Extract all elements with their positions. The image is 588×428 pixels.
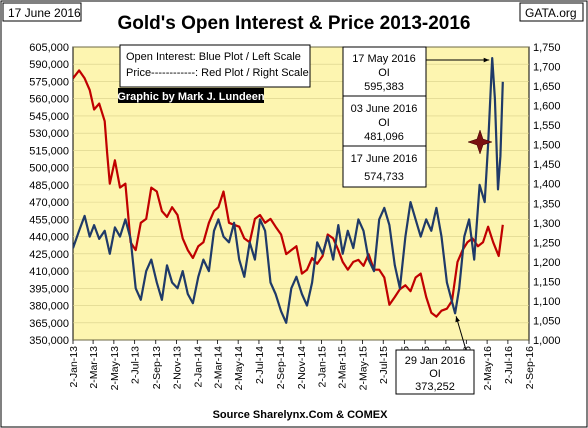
left-tick-label: 605,000 xyxy=(29,42,69,54)
left-tick-label: 440,000 xyxy=(29,232,69,244)
x-tick-label: 2-May-13 xyxy=(109,346,121,391)
annotation-low-date: 29 Jan 2016 xyxy=(405,355,466,367)
right-tick-label: 1,150 xyxy=(533,276,561,288)
annotation-box xyxy=(342,46,427,188)
right-tick-label: 1,200 xyxy=(533,257,561,269)
annotation-mid-date: 03 June 2016 xyxy=(351,103,418,115)
low-pointer xyxy=(455,316,467,351)
x-tick-label: 2-Jan-13 xyxy=(68,346,80,388)
x-tick-label: 2-Mar-15 xyxy=(337,346,349,389)
left-tick-label: 575,000 xyxy=(29,76,69,88)
brand-box xyxy=(519,2,584,22)
annotation-low-value: 373,252 xyxy=(415,381,455,393)
x-tick-label: 2-Jan-15 xyxy=(317,346,329,388)
left-tick-label: 470,000 xyxy=(29,197,69,209)
annotation-low-label: OI xyxy=(429,368,441,380)
x-tick-label: 2-Mar-13 xyxy=(88,346,100,389)
left-tick-label: 365,000 xyxy=(29,318,69,330)
source-label: Source Sharelynx.Com & COMEX xyxy=(213,409,388,421)
annotation-peak-label: OI xyxy=(378,67,390,79)
open-interest-line xyxy=(73,56,504,324)
right-tick-label: 1,000 xyxy=(533,335,561,347)
right-tick-label: 1,600 xyxy=(533,101,561,113)
legend-line-price: Price------------: Red Plot / Right Scal… xyxy=(126,67,309,79)
left-tick-label: 530,000 xyxy=(29,128,69,140)
legend-box xyxy=(119,44,311,88)
chart-title: Gold's Open Interest & Price 2013-2016 xyxy=(117,13,470,34)
right-tick-label: 1,050 xyxy=(533,315,561,327)
series-layer xyxy=(73,56,504,324)
right-tick-label: 1,100 xyxy=(533,296,561,308)
annotation-last-value: 574,733 xyxy=(364,171,404,183)
right-tick-label: 1,550 xyxy=(533,120,561,132)
x-tick-label: 2-May-14 xyxy=(233,346,245,391)
date-stamp-box xyxy=(2,2,82,22)
right-tick-label: 1,300 xyxy=(533,218,561,230)
legend-line-oi: Open Interest: Blue Plot / Left Scale xyxy=(126,51,301,63)
x-tick-label: 2-Mar-14 xyxy=(212,346,224,389)
annotation-peak-date: 17 May 2016 xyxy=(352,53,416,65)
left-tick-label: 485,000 xyxy=(29,180,69,192)
x-tick-label: 2-Sep-16 xyxy=(524,346,536,389)
date-stamp: 17 June 2016 xyxy=(8,6,81,20)
star-marker-icon xyxy=(467,129,493,155)
x-tick-label: 2-Jul-14 xyxy=(254,346,266,384)
x-tick-label: 2-Jul-15 xyxy=(378,346,390,384)
left-axis: 350,000 365,000 380,000 395,000 410,000 425,0… xyxy=(29,42,69,347)
annotation-last-date: 17 June 2016 xyxy=(351,153,418,165)
x-tick-label: 2-Jan-14 xyxy=(192,346,204,388)
right-tick-label: 1,500 xyxy=(533,140,561,152)
left-tick-label: 380,000 xyxy=(29,301,69,313)
right-axis: 1,000 1,050 1,100 1,150 1,200 1,250 1,300 1,350… xyxy=(533,42,561,347)
left-tick-label: 545,000 xyxy=(29,111,69,123)
left-tick-label: 425,000 xyxy=(29,249,69,261)
annotation-peak-value: 595,383 xyxy=(364,81,404,93)
x-tick-label: 2-Jul-13 xyxy=(130,346,142,384)
left-tick-label: 500,000 xyxy=(29,163,69,175)
right-tick-label: 1,750 xyxy=(533,42,561,54)
left-tick-label: 395,000 xyxy=(29,283,69,295)
right-tick-label: 1,650 xyxy=(533,81,561,93)
brand-label: GATA.org xyxy=(525,6,577,20)
left-tick-label: 410,000 xyxy=(29,266,69,278)
right-tick-label: 1,250 xyxy=(533,237,561,249)
x-tick-label: 2-Nov-14 xyxy=(296,346,308,389)
x-tick-label: 2-Sep-13 xyxy=(151,346,163,389)
annotation-mid-value: 481,096 xyxy=(364,131,404,143)
left-tick-label: 560,000 xyxy=(29,94,69,106)
left-tick-label: 350,000 xyxy=(29,335,69,347)
peak-pointer-head xyxy=(483,57,490,63)
right-tick-label: 1,700 xyxy=(533,62,561,74)
x-tick-label: 2-Nov-13 xyxy=(172,346,184,389)
credit-label: Graphic by Mark J. Lundeen xyxy=(117,91,265,103)
right-tick-label: 1,400 xyxy=(533,179,561,191)
x-tick-label: 2-Sep-14 xyxy=(275,346,287,389)
credit-banner xyxy=(118,88,264,103)
annotation-pointers xyxy=(425,57,490,351)
left-tick-label: 455,000 xyxy=(29,214,69,226)
left-tick-label: 590,000 xyxy=(29,59,69,71)
x-tick-label: 2-May-15 xyxy=(357,346,369,391)
x-tick-label: 2-Jul-16 xyxy=(503,346,515,384)
low-annotation-box xyxy=(395,349,475,395)
x-tick-label: 2-May-16 xyxy=(482,346,494,391)
right-tick-label: 1,450 xyxy=(533,159,561,171)
annotation-mid-label: OI xyxy=(378,117,390,129)
low-pointer-head xyxy=(455,316,460,323)
right-tick-label: 1,350 xyxy=(533,198,561,210)
left-tick-label: 515,000 xyxy=(29,145,69,157)
price-line xyxy=(73,69,504,318)
